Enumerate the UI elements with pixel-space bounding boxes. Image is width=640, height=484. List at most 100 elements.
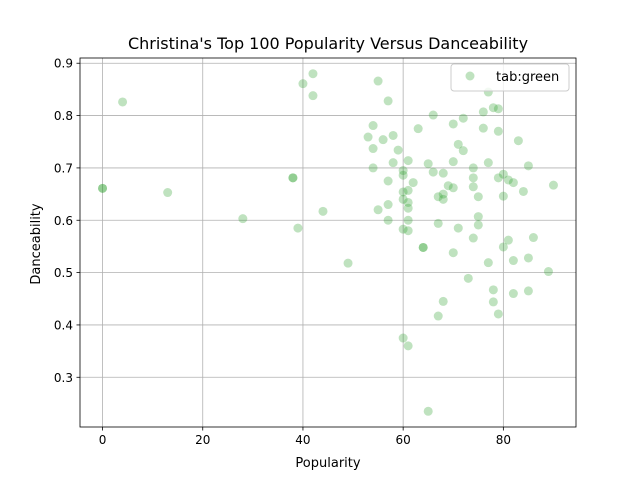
- scatter-point: [498, 242, 508, 252]
- scatter-point: [418, 242, 428, 252]
- scatter-point: [508, 178, 518, 188]
- scatter-point: [373, 205, 383, 215]
- scatter-point: [403, 226, 413, 236]
- scatter-point: [433, 218, 443, 228]
- scatter-point: [543, 267, 553, 277]
- scatter-point: [238, 214, 248, 224]
- scatter-point: [403, 341, 413, 351]
- scatter-point: [468, 233, 478, 243]
- scatter-point: [363, 132, 373, 142]
- scatter-point: [468, 163, 478, 173]
- scatter-point: [483, 258, 493, 268]
- chart-title: Christina's Top 100 Popularity Versus Da…: [128, 34, 528, 53]
- scatter-point: [448, 119, 458, 129]
- scatter-point: [288, 173, 298, 183]
- scatter-point: [493, 104, 503, 114]
- scatter-point: [503, 235, 513, 245]
- y-tick-label: 0.9: [54, 57, 73, 71]
- grid-lines: [80, 58, 576, 427]
- scatter-point: [398, 187, 408, 197]
- x-tick-label: 60: [396, 433, 411, 447]
- scatter-point: [448, 248, 458, 258]
- scatter-point: [438, 189, 448, 199]
- scatter-point: [403, 203, 413, 213]
- scatter-point: [118, 97, 128, 107]
- scatter-point: [308, 91, 318, 101]
- scatter-point: [488, 285, 498, 295]
- x-tick-label: 80: [496, 433, 511, 447]
- y-axis-label: Danceability: [29, 203, 44, 285]
- scatter-point: [293, 223, 303, 233]
- scatter-point: [378, 135, 388, 145]
- scatter-point: [398, 224, 408, 234]
- scatter-point: [368, 121, 378, 131]
- scatter-point: [518, 186, 528, 196]
- scatter-point: [403, 156, 413, 166]
- scatter-point: [433, 311, 443, 321]
- scatter-point: [428, 167, 438, 177]
- x-axis-label: Popularity: [295, 456, 360, 471]
- scatter-point: [383, 96, 393, 106]
- scatter-point: [488, 103, 498, 113]
- scatter-point: [403, 215, 413, 225]
- scatter-point: [408, 178, 418, 188]
- scatter-point: [478, 123, 488, 133]
- scatter-point: [368, 163, 378, 173]
- scatter-point: [373, 76, 383, 86]
- scatter-point: [368, 144, 378, 154]
- legend: tab:green: [450, 63, 570, 92]
- scatter-point: [443, 181, 453, 191]
- scatter-point: [413, 124, 423, 134]
- scatter-point: [383, 176, 393, 186]
- legend-marker: [465, 71, 475, 81]
- scatter-point: [468, 173, 478, 183]
- scatter-point: [463, 273, 473, 283]
- scatter-point: [493, 126, 503, 136]
- x-tick-label: 40: [295, 433, 310, 447]
- scatter-point: [388, 158, 398, 168]
- scatter-point: [438, 194, 448, 204]
- scatter-point: [528, 233, 538, 243]
- scatter-point: [438, 168, 448, 178]
- scatter-point: [423, 406, 433, 416]
- scatter-point: [493, 173, 503, 183]
- scatter-point: [453, 139, 463, 149]
- scatter-point: [298, 79, 308, 89]
- scatter-point: [473, 212, 483, 222]
- y-tick-label: 0.4: [54, 318, 73, 332]
- scatter-point: [498, 169, 508, 179]
- scatter-point: [398, 194, 408, 204]
- scatter-point: [388, 130, 398, 140]
- scatter-point: [98, 183, 108, 193]
- scatter-point: [393, 145, 403, 155]
- scatter-point: [508, 256, 518, 266]
- scatter-point: [433, 192, 443, 202]
- scatter-point: [478, 107, 488, 117]
- scatter-point: [438, 296, 448, 306]
- scatter-point: [503, 175, 513, 185]
- scatter-point: [498, 191, 508, 201]
- x-tick-label: 0: [99, 433, 107, 447]
- scatter-point: [383, 215, 393, 225]
- y-tick-label: 0.5: [54, 266, 73, 280]
- data-points: [98, 69, 558, 416]
- scatter-point: [473, 220, 483, 230]
- axes-frame: [79, 57, 577, 428]
- scatter-point: [288, 173, 298, 183]
- scatter-point: [453, 223, 463, 233]
- scatter-point: [163, 188, 173, 198]
- scatter-point: [468, 182, 478, 192]
- scatter-point: [383, 200, 393, 210]
- scatter-point: [448, 157, 458, 167]
- scatter-point: [523, 161, 533, 171]
- y-tick-label: 0.7: [54, 161, 73, 175]
- scatter-point: [493, 309, 503, 319]
- scatter-point: [98, 183, 108, 193]
- x-tick-label: 20: [195, 433, 210, 447]
- scatter-point: [398, 170, 408, 180]
- y-tick-label: 0.6: [54, 214, 73, 228]
- scatter-point: [343, 258, 353, 268]
- y-tick-label: 0.3: [54, 371, 73, 385]
